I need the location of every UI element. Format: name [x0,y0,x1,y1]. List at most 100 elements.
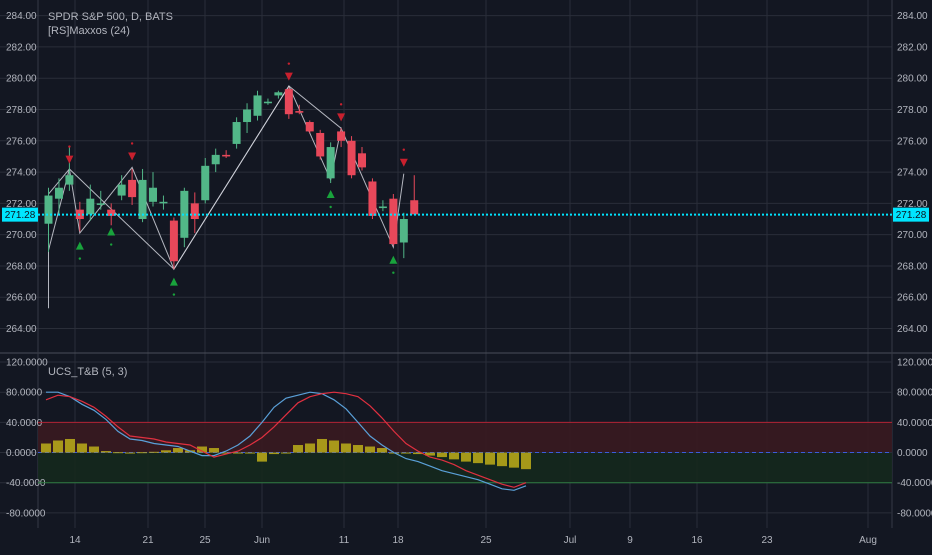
candle[interactable] [169,217,178,270]
candle-body [399,219,408,243]
candle[interactable] [190,192,199,234]
candle[interactable] [222,150,231,159]
candle[interactable] [211,148,220,173]
candle[interactable] [201,158,210,204]
y-tick-right: 272.00 [897,199,928,210]
candle[interactable] [326,142,335,184]
sell-dot [68,145,71,148]
osc-histogram-bar [77,443,87,453]
osc-histogram-bar [329,440,339,453]
osc-histogram-bar [113,452,123,454]
candle[interactable] [316,129,325,160]
osc-histogram-bar [485,452,495,465]
candle-body [305,122,314,132]
candle-body [368,181,377,216]
candle-body [295,111,304,113]
candle[interactable] [96,190,105,210]
buy-arrow [389,255,398,264]
candle[interactable] [305,120,314,133]
osc-y-tick-right: -80.0000 [897,508,932,519]
last-price-label-left: 271.28 [5,210,36,221]
candle-body [410,200,419,215]
x-tick-label: 23 [761,535,773,546]
candle[interactable] [358,147,366,171]
osc-line-blue [46,391,527,491]
osc-y-tick-left: -40.0000 [6,478,46,489]
candle-body [149,187,157,202]
osc-y-tick-left: 80.0000 [6,388,43,399]
osc-histogram-bar [245,452,255,454]
oscillator-title: UCS_T&B (5, 3) [48,366,128,378]
candle[interactable] [253,90,262,121]
candle-body [263,101,272,104]
candle-body [169,220,178,262]
candle[interactable] [378,200,387,212]
candle-body [358,153,366,168]
candle-body [54,187,63,199]
candle[interactable] [117,175,126,201]
y-tick-right: 276.00 [897,136,928,147]
candle[interactable] [149,172,157,207]
candle[interactable] [65,147,74,191]
sell-arrow [399,158,408,167]
candle-body [96,203,105,205]
last-price-label-right-bg [893,207,929,222]
candle-body [316,132,325,157]
candle[interactable] [75,201,84,232]
candle[interactable] [44,187,53,252]
candle[interactable] [337,128,346,148]
candle[interactable] [399,212,408,259]
osc-y-tick-right: -40.0000 [897,478,932,489]
candle[interactable] [54,178,63,215]
candle-body [65,175,74,185]
candle[interactable] [138,168,147,223]
y-tick-left: 268.00 [6,261,37,272]
last-price-label-right: 271.28 [896,210,927,221]
candle[interactable] [263,98,272,105]
candle[interactable] [389,193,398,246]
candle[interactable] [232,117,241,149]
osc-histogram-bar [365,446,375,453]
osc-histogram-bar [377,448,387,453]
candle[interactable] [284,87,293,119]
osc-histogram-bar [401,452,411,454]
sell-arrow [337,113,346,122]
buy-arrow [326,189,335,198]
osc-histogram-bar [137,452,147,454]
candle[interactable] [274,90,283,99]
osc-y-tick-right: 80.0000 [897,388,932,399]
x-tick-label: 11 [339,535,350,546]
y-tick-right: 270.00 [897,230,928,241]
candle-body [117,184,126,196]
y-tick-left: 266.00 [6,293,37,304]
osc-histogram-bar [125,452,135,454]
osc-histogram-bar [41,443,51,453]
oscillator-legend: UCS_T&B (5, 3) [48,365,127,379]
candle-body [138,179,147,220]
x-tick-label: 14 [69,535,81,546]
buy-arrow [169,277,178,286]
x-tick-label: 25 [199,535,211,546]
osc-histogram-bar [341,443,351,453]
osc-histogram-bar [413,452,423,455]
osc-histogram-bar [353,445,363,453]
candle[interactable] [180,187,189,248]
candle[interactable] [347,136,356,179]
osc-histogram-bar [497,452,507,467]
buy-dot [329,205,332,209]
y-tick-right: 268.00 [897,261,928,272]
candle[interactable] [295,104,304,115]
candle[interactable] [243,103,252,133]
osc-histogram-bar [149,451,159,453]
candle[interactable] [410,175,419,215]
candle[interactable] [368,178,377,220]
candle-body [44,195,53,224]
candle[interactable] [159,195,168,210]
candle[interactable] [128,168,137,205]
osc-histogram-bar [65,438,75,453]
buy-dot [110,243,113,246]
candle-body [211,154,220,165]
candle-body [243,109,252,123]
y-tick-right: 266.00 [897,293,928,304]
